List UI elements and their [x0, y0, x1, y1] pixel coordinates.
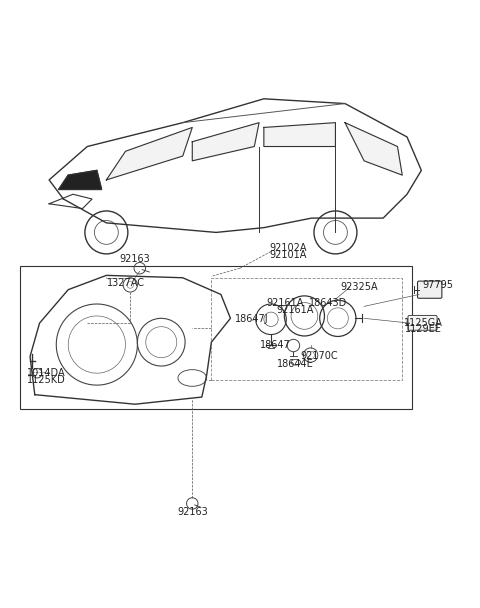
Polygon shape: [345, 123, 402, 175]
Text: 92163: 92163: [120, 254, 150, 264]
Polygon shape: [192, 123, 259, 161]
Text: 18647: 18647: [261, 339, 291, 350]
Text: 92161A: 92161A: [267, 298, 304, 308]
Polygon shape: [264, 123, 336, 147]
Polygon shape: [107, 128, 192, 180]
Polygon shape: [59, 170, 102, 190]
Text: 1327AC: 1327AC: [107, 277, 144, 288]
Text: 92170C: 92170C: [300, 351, 337, 362]
Text: 1125GA: 1125GA: [404, 318, 443, 328]
Text: 18647J: 18647J: [235, 314, 269, 324]
Text: 18644E: 18644E: [276, 359, 313, 368]
Text: 92161A: 92161A: [276, 305, 313, 315]
Text: 18643D: 18643D: [309, 298, 348, 308]
FancyBboxPatch shape: [418, 281, 442, 299]
Text: 1125KD: 1125KD: [27, 375, 66, 385]
Text: 92325A: 92325A: [340, 282, 378, 292]
Text: 92102A: 92102A: [269, 243, 306, 253]
Text: 1129EE: 1129EE: [405, 324, 442, 334]
FancyBboxPatch shape: [408, 316, 437, 330]
Text: 92163: 92163: [177, 506, 208, 517]
Text: 97795: 97795: [422, 280, 454, 290]
Text: 92101A: 92101A: [269, 250, 306, 260]
Text: 1014DA: 1014DA: [27, 368, 66, 378]
